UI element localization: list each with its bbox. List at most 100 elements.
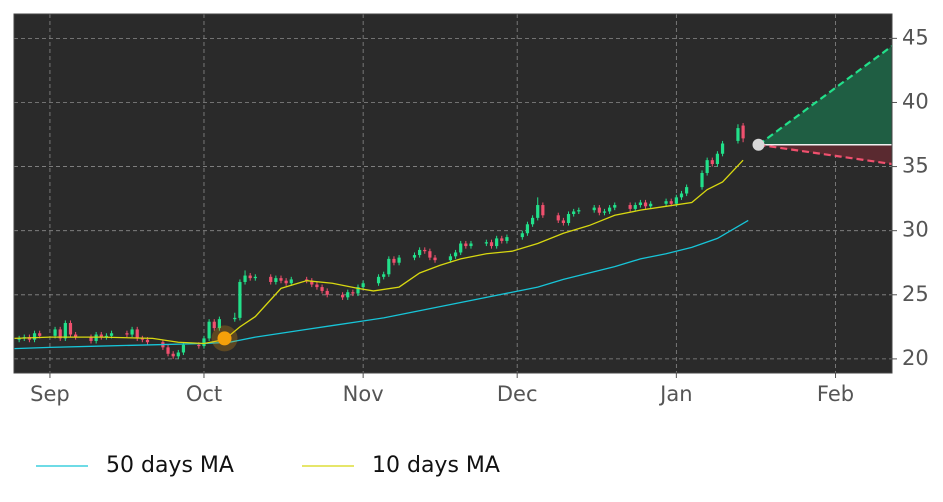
candle-body	[602, 211, 607, 213]
candle-body	[536, 205, 540, 218]
candle-body	[176, 352, 180, 357]
candle-body	[556, 215, 560, 221]
plot-area	[14, 14, 892, 373]
candle-body	[613, 205, 617, 208]
candle-body	[489, 242, 494, 247]
candle-body	[664, 201, 668, 204]
candle-body	[592, 207, 596, 211]
y-tick-label: 35	[902, 154, 929, 178]
candle-body	[520, 233, 524, 238]
candle-body	[130, 329, 134, 335]
candle-body	[32, 333, 37, 340]
candle-body	[685, 187, 689, 194]
candle-body	[453, 252, 458, 257]
candle-body	[351, 292, 355, 294]
candle-body	[608, 207, 612, 212]
candle-body	[181, 344, 186, 353]
candle-body	[633, 205, 637, 209]
candle-body	[68, 322, 73, 335]
x-tick-label: Dec	[497, 382, 538, 406]
x-tick-label: Feb	[817, 382, 854, 406]
candle-body	[125, 333, 129, 335]
candle-body	[341, 294, 345, 298]
candle-body	[428, 251, 432, 258]
candle-body	[459, 243, 463, 253]
y-tick-label: 30	[902, 218, 929, 242]
candle-body	[346, 292, 350, 298]
candle-body	[397, 257, 401, 263]
candle-body	[356, 287, 360, 294]
candle-body	[525, 224, 530, 234]
candle-body	[423, 249, 427, 252]
forecast-down-line	[758, 143, 893, 166]
plot-frame	[13, 13, 893, 374]
candle-body	[104, 335, 109, 338]
candle-body	[484, 242, 488, 244]
candle-body	[217, 319, 221, 329]
x-tick-label: Sep	[30, 382, 70, 406]
x-tick-label: Nov	[343, 382, 384, 406]
legend-label: 50 days MA	[106, 453, 234, 478]
candle-body	[572, 211, 576, 215]
candle-body	[361, 283, 365, 288]
candle-body	[253, 276, 257, 279]
candle-body	[741, 125, 745, 139]
candle-body	[17, 338, 21, 340]
candle-body	[469, 243, 473, 247]
candle-body	[674, 197, 678, 204]
candle-body	[448, 256, 453, 261]
candle-body	[74, 334, 78, 338]
forecast-start	[752, 138, 765, 151]
y-tick-label: 45	[902, 25, 929, 49]
candle-body	[274, 278, 278, 282]
candle-body	[577, 210, 581, 212]
candle-body	[736, 128, 740, 141]
candle-body	[715, 153, 720, 165]
candle-body	[109, 333, 114, 336]
candle-body	[418, 249, 422, 256]
candle-body	[99, 334, 103, 338]
candle-body	[289, 279, 293, 284]
candle-body	[464, 243, 468, 247]
candle-body	[89, 337, 93, 341]
candle-body	[669, 201, 673, 204]
candle-body	[382, 274, 386, 277]
candle-body	[197, 344, 201, 347]
candle-body	[63, 322, 67, 339]
candle-body	[530, 217, 535, 225]
x-tick-label: Jan	[658, 382, 692, 406]
candle-body	[279, 278, 283, 281]
candle-body	[284, 280, 288, 284]
candle-body	[243, 275, 247, 282]
candle-body	[561, 220, 565, 223]
candle-body	[315, 284, 319, 288]
candle-body	[135, 329, 139, 339]
candle-body	[495, 238, 499, 247]
candle-body	[387, 258, 391, 275]
legend-label: 10 days MA	[372, 453, 500, 478]
candle-body	[679, 193, 684, 198]
candle-body	[720, 143, 725, 154]
candle-body	[505, 237, 509, 241]
candle-body	[269, 276, 273, 282]
ma-line	[13, 159, 744, 345]
candle-body	[233, 317, 237, 320]
candle-body	[53, 329, 57, 336]
candle-body	[238, 281, 242, 318]
candle-body	[166, 347, 170, 354]
x-tick-label: Oct	[186, 382, 222, 406]
candle-body	[433, 257, 437, 261]
candle-body	[58, 329, 62, 339]
candle-body	[320, 287, 324, 291]
candle-body	[310, 280, 314, 285]
candle-body	[597, 207, 601, 213]
candle-body	[212, 321, 216, 329]
signal-marker	[217, 331, 232, 346]
candle-body	[38, 333, 42, 336]
y-tick-label: 25	[902, 282, 929, 306]
candle-body	[145, 339, 150, 343]
candle-body	[638, 202, 643, 206]
candle-body	[202, 338, 206, 347]
candle-body	[643, 202, 648, 207]
candle-body	[500, 238, 504, 241]
